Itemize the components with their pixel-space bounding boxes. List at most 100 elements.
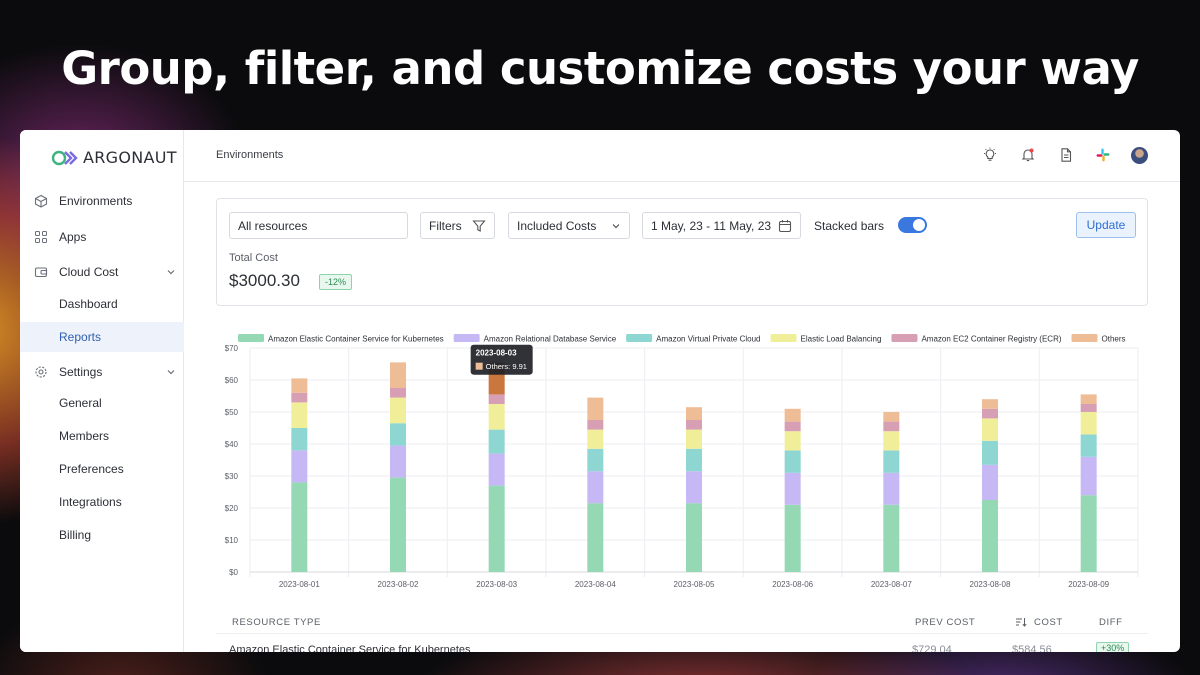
stacked-bars-label: Stacked bars bbox=[814, 219, 885, 233]
row-resource: Amazon Elastic Container Service for Kub… bbox=[229, 644, 471, 652]
gear-icon bbox=[35, 366, 47, 378]
bar-segment bbox=[982, 399, 998, 409]
avatar[interactable] bbox=[1131, 147, 1148, 164]
bar-segment bbox=[291, 378, 308, 393]
bar-segment bbox=[390, 445, 406, 478]
bar-segment bbox=[1080, 412, 1097, 435]
legend-label: Elastic Load Balancing bbox=[801, 335, 882, 344]
bar-segment bbox=[883, 450, 900, 473]
sidebar-item-label: Integrations bbox=[59, 495, 122, 509]
slack-icon[interactable] bbox=[1095, 147, 1111, 163]
sidebar-item-label: Environments bbox=[59, 194, 133, 208]
bar-segment bbox=[883, 431, 900, 451]
chart-legend: Amazon Elastic Container Service for Kub… bbox=[238, 334, 1126, 344]
cube-icon bbox=[34, 194, 48, 208]
bar-segment bbox=[587, 448, 604, 472]
bar-segment bbox=[291, 450, 308, 483]
argonaut-logo-icon bbox=[51, 150, 78, 165]
bar-segment bbox=[587, 471, 604, 504]
sidebar-item-environments[interactable]: Environments bbox=[20, 186, 184, 216]
bar-segment bbox=[883, 421, 900, 432]
bar-segment bbox=[390, 477, 406, 572]
sidebar-item-label: Settings bbox=[59, 365, 103, 379]
x-tick-label: 2023-08-04 bbox=[575, 580, 616, 589]
sidebar-item-label: Apps bbox=[59, 230, 87, 244]
bar-segment bbox=[784, 408, 801, 422]
legend-swatch bbox=[1071, 334, 1098, 342]
sidebar-item-reports[interactable]: Reports bbox=[20, 322, 184, 352]
included-costs-dropdown[interactable]: Included Costs bbox=[508, 212, 630, 239]
chart-tooltip: 2023-08-03 Others: 9.91 bbox=[470, 344, 533, 375]
lightbulb-icon[interactable] bbox=[982, 147, 998, 163]
sidebar-item-integrations[interactable]: Integrations bbox=[20, 487, 184, 517]
bar-segment bbox=[291, 402, 308, 428]
bar-segment bbox=[982, 418, 998, 441]
bar-segment bbox=[587, 503, 604, 572]
bar-segment bbox=[982, 464, 998, 500]
filters-label: Filters bbox=[429, 218, 462, 233]
sidebar-item-settings[interactable]: Settings bbox=[20, 357, 184, 387]
sidebar-item-general[interactable]: General bbox=[20, 388, 184, 418]
legend-label: Amazon EC2 Container Registry (ECR) bbox=[921, 335, 1061, 344]
sidebar-item-billing[interactable]: Billing bbox=[20, 520, 184, 550]
bar-segment bbox=[291, 428, 308, 451]
x-tick-label: 2023-08-09 bbox=[1068, 580, 1109, 589]
bar-segment bbox=[291, 482, 308, 572]
legend-swatch bbox=[770, 334, 797, 342]
x-tick-label: 2023-08-03 bbox=[476, 580, 517, 589]
x-tick-label: 2023-08-08 bbox=[970, 580, 1011, 589]
y-tick-label: $0 bbox=[229, 568, 238, 577]
table-row[interactable]: Amazon Elastic Container Service for Kub… bbox=[216, 638, 1148, 652]
chevron-down-icon[interactable] bbox=[166, 267, 176, 277]
stacked-bars-toggle[interactable] bbox=[898, 217, 927, 233]
sidebar-item-label: Dashboard bbox=[59, 297, 118, 311]
chevron-down-icon[interactable] bbox=[166, 367, 176, 377]
document-icon[interactable] bbox=[1058, 147, 1074, 163]
bar-segment bbox=[1080, 495, 1097, 572]
bell-icon[interactable] bbox=[1020, 147, 1036, 163]
y-tick-label: $20 bbox=[225, 504, 239, 513]
legend-label: Amazon Virtual Private Cloud bbox=[656, 335, 760, 344]
col-prev-cost[interactable]: PREV COST bbox=[915, 617, 976, 628]
sidebar-item-members[interactable]: Members bbox=[20, 421, 184, 451]
filters-button[interactable]: Filters bbox=[420, 212, 495, 239]
y-tick-label: $60 bbox=[225, 376, 239, 385]
bar-segment bbox=[488, 404, 505, 430]
cost-chart: Amazon Elastic Container Service for Kub… bbox=[225, 334, 1139, 589]
legend-label: Others bbox=[1102, 335, 1126, 344]
sidebar-item-label: Members bbox=[59, 429, 110, 443]
breadcrumb[interactable]: Environments bbox=[216, 149, 284, 161]
tooltip-title: 2023-08-03 bbox=[476, 349, 517, 358]
bar-segment bbox=[488, 453, 505, 486]
resources-select[interactable]: All resources bbox=[229, 212, 408, 239]
date-range-value: 1 May, 23 - 11 May, 23 bbox=[651, 218, 772, 233]
col-resource-type[interactable]: RESOURCE TYPE bbox=[232, 617, 321, 628]
total-cost-label: Total Cost bbox=[229, 252, 278, 264]
x-tick-label: 2023-08-06 bbox=[772, 580, 813, 589]
bar-segment bbox=[784, 431, 801, 451]
bar-segment bbox=[1080, 456, 1097, 496]
sidebar-item-apps[interactable]: Apps bbox=[20, 222, 184, 252]
chart-grid: $0 $10 $20 $30 $40 $50 $60 $70 bbox=[225, 344, 1139, 577]
bar-segment bbox=[784, 450, 801, 473]
sidebar-item-cloud-cost[interactable]: Cloud Cost bbox=[20, 257, 184, 287]
col-cost[interactable]: COST bbox=[1034, 617, 1063, 628]
sort-icon[interactable] bbox=[1015, 616, 1027, 628]
app-window: ARGONAUT Environments Apps Cloud Cost Da… bbox=[20, 130, 1180, 652]
bar-segment bbox=[1080, 434, 1097, 457]
sidebar-item-preferences[interactable]: Preferences bbox=[20, 454, 184, 484]
legend-label: Amazon Elastic Container Service for Kub… bbox=[268, 335, 444, 344]
sidebar-item-dashboard[interactable]: Dashboard bbox=[20, 289, 184, 319]
bar-segment bbox=[686, 448, 702, 472]
date-range-picker[interactable]: 1 May, 23 - 11 May, 23 bbox=[642, 212, 801, 239]
bar-segment bbox=[390, 388, 406, 398]
col-diff[interactable]: DIFF bbox=[1099, 617, 1123, 628]
x-tick-label: 2023-08-02 bbox=[378, 580, 419, 589]
included-costs-label: Included Costs bbox=[517, 218, 597, 233]
resources-value: All resources bbox=[238, 218, 308, 233]
brand-logo[interactable]: ARGONAUT bbox=[51, 148, 177, 167]
update-button[interactable]: Update bbox=[1076, 212, 1136, 238]
tooltip-label: Others: 9.91 bbox=[486, 362, 527, 371]
chart-bars bbox=[291, 362, 1097, 572]
bar-segment bbox=[587, 397, 604, 420]
